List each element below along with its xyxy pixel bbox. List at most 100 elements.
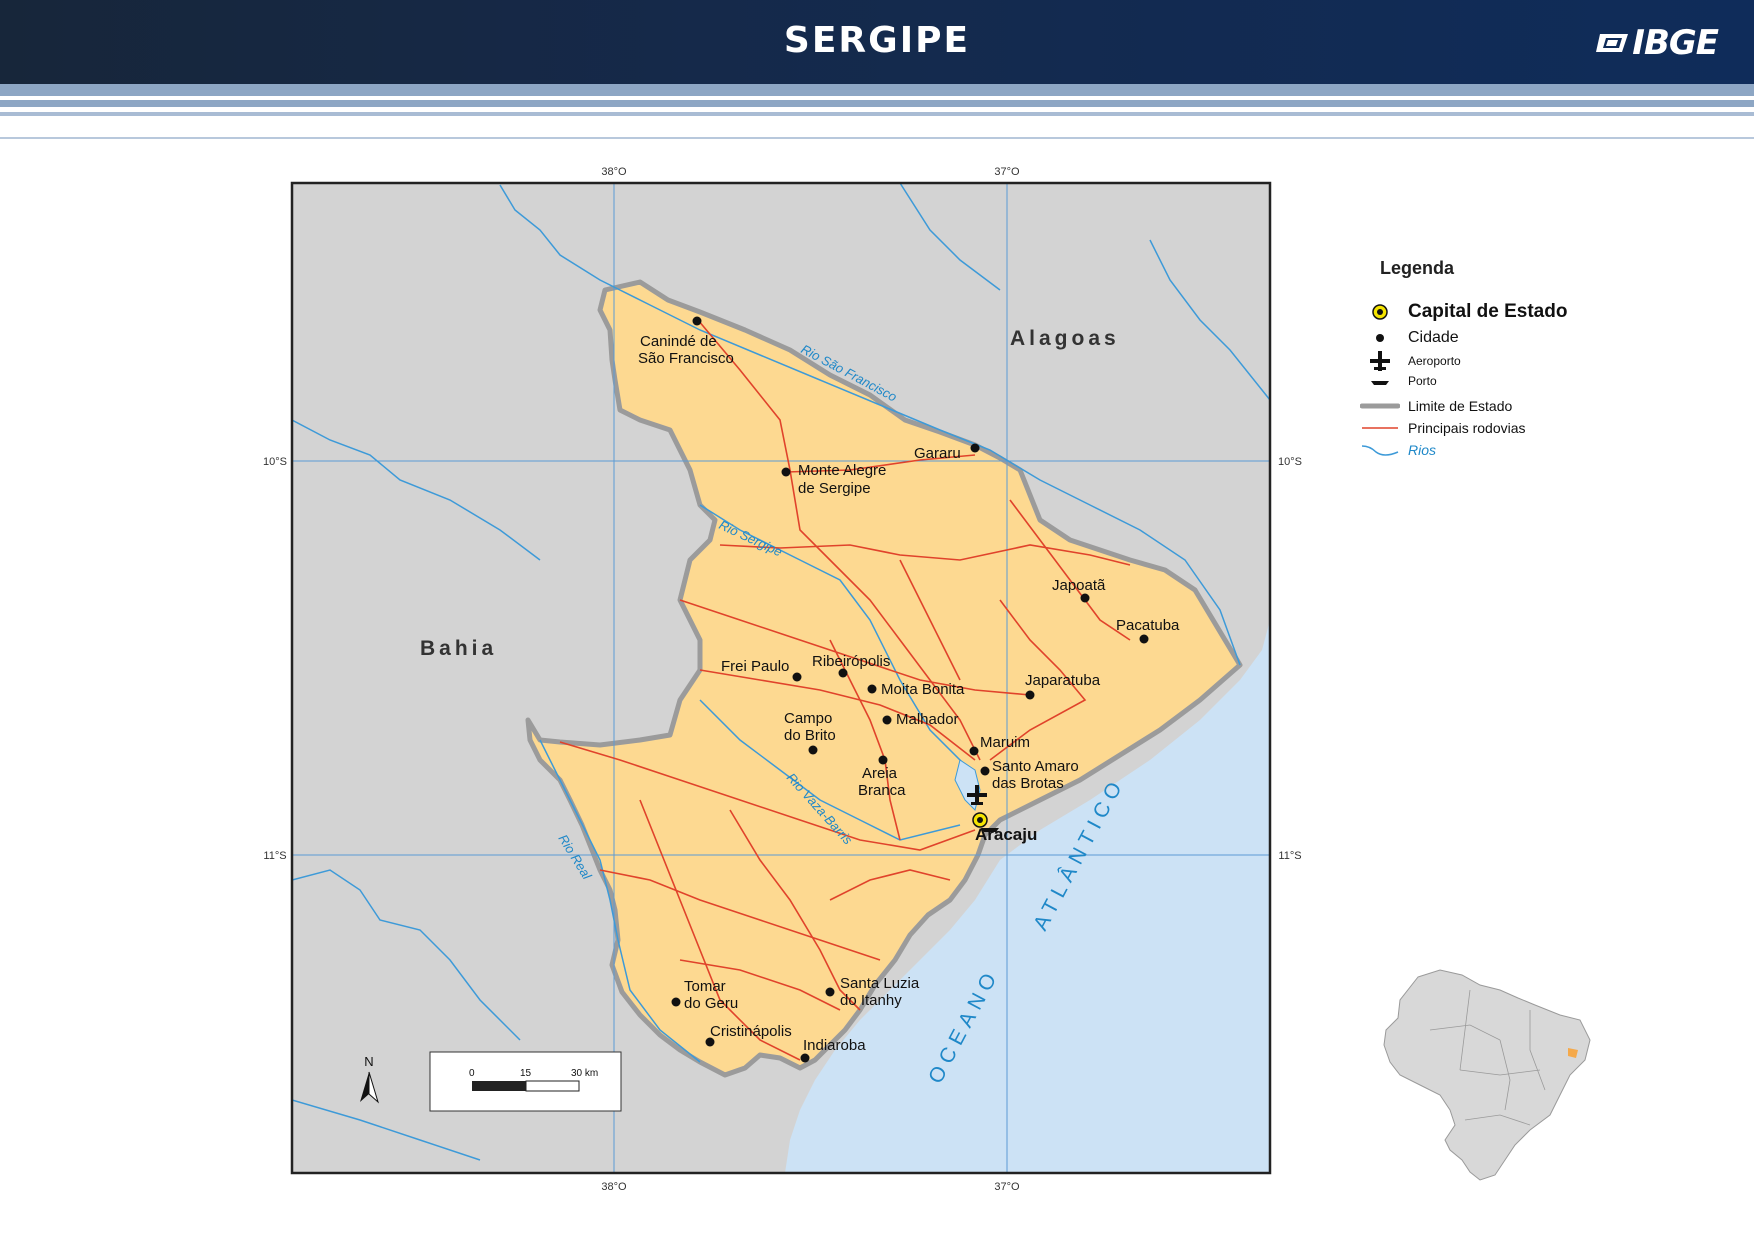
city-markers: Canindé de São Francisco Gararu Monte Al… — [638, 316, 1180, 1063]
ibge-logo: IBGE — [1596, 23, 1719, 63]
ibge-logo-icon — [1596, 34, 1629, 52]
scale-bar-box — [429, 1051, 622, 1112]
airport-icon — [1370, 351, 1390, 371]
legend-item-porto: Porto — [1360, 371, 1437, 391]
legend-label-rios: Rios — [1408, 442, 1437, 458]
legend-label-aeroporto: Aeroporto — [1408, 354, 1461, 368]
city-label-indiaroba: Indiaroba — [803, 1037, 866, 1054]
city-label-areia-branca: Areia — [862, 765, 898, 782]
road-3 — [719, 544, 1131, 566]
map-frame — [290, 181, 1272, 1175]
ibge-logo-text: IBGE — [1632, 23, 1719, 63]
header-stripe-1 — [0, 84, 1754, 96]
city-label-maruim: Maruim — [980, 734, 1030, 751]
legend-item-rodovias: Principais rodovias — [1360, 418, 1526, 438]
legend-item-limite: Limite de Estado — [1359, 396, 1513, 416]
river-bahia-1 — [292, 419, 541, 561]
city-dot-santa-luzia — [825, 987, 835, 997]
city-dot-gararu — [970, 443, 980, 453]
road-network — [559, 319, 1131, 1061]
grid-label-left-11s: 11°S — [263, 850, 286, 862]
legend-label-capital: Capital de Estado — [1408, 301, 1568, 322]
city-dot-monte-alegre — [781, 467, 791, 477]
region-label-alagoas: Alagoas — [1010, 327, 1120, 350]
road-12 — [1009, 499, 1131, 641]
legend-label-rodovias: Principais rodovias — [1408, 420, 1526, 436]
river-network — [292, 183, 1270, 1161]
legend-label-limite: Limite de Estado — [1408, 398, 1513, 414]
page-title: SERGIPE — [783, 20, 971, 61]
scale-tick-15: 15 — [520, 1068, 532, 1079]
river-bahia-3 — [292, 1099, 481, 1161]
grid-label-bottom-38w: 38°O — [601, 1181, 627, 1193]
city-dot-frei-paulo — [792, 672, 802, 682]
city-label-gararu: Gararu — [914, 445, 961, 462]
city-label-malhador: Malhador — [896, 711, 959, 728]
state-boundary-icon — [1359, 403, 1401, 409]
grid-label-left-10s: 10°S — [263, 456, 287, 468]
road-8 — [729, 809, 861, 1011]
grid-label-bottom-37w: 37°O — [994, 1181, 1020, 1193]
legend-item-rios: Rios — [1360, 440, 1436, 460]
river-sao-francisco — [499, 184, 1241, 666]
city-label-monte-alegre-2: de Sergipe — [798, 480, 871, 497]
highway-icon — [1362, 427, 1398, 429]
city-dot-icon — [1376, 334, 1384, 342]
city-dot-moita-bonita — [867, 684, 877, 694]
city-dot-cristinapolis — [705, 1037, 715, 1047]
city-label-ribeiropolis: Ribeirópolis — [812, 653, 890, 670]
road-5 — [699, 669, 976, 761]
road-11 — [899, 559, 961, 681]
city-label-frei-paulo: Frei Paulo — [721, 658, 789, 675]
capital-marker-center — [977, 817, 983, 823]
sergipe-locator-highlight — [1568, 1048, 1578, 1058]
legend-label-porto: Porto — [1408, 374, 1437, 388]
north-arrow-right — [368, 1071, 379, 1104]
city-dot-maruim — [969, 746, 979, 756]
city-label-pacatuba: Pacatuba — [1116, 617, 1180, 634]
city-dot-campo-do-brito — [808, 745, 818, 755]
city-label-japaratuba: Japaratuba — [1025, 672, 1101, 689]
region-label-bahia: Bahia — [420, 637, 497, 660]
city-dot-pacatuba — [1139, 634, 1149, 644]
legend-item-capital: Capital de Estado — [1360, 301, 1568, 322]
grid-label-right-11s: 11°S — [1278, 850, 1301, 862]
city-label-campo-do-brito: Campo — [784, 710, 832, 727]
city-label-caninde: Canindé de — [640, 333, 717, 350]
capital-label-aracaju: Aracaju — [975, 825, 1037, 844]
city-dot-indiaroba — [800, 1053, 810, 1063]
river-real — [539, 739, 701, 1063]
river-bahia-2 — [292, 869, 521, 1041]
city-label-campo-do-brito-2: do Brito — [784, 727, 836, 744]
river-icon — [1361, 445, 1399, 456]
port-icon — [1371, 381, 1389, 385]
road-10 — [829, 869, 951, 901]
scale-bar-segment-2 — [525, 1080, 580, 1092]
city-dot-malhador — [882, 715, 892, 725]
city-dot-santo-amaro — [980, 766, 990, 776]
legend-label-cidade: Cidade — [1408, 329, 1459, 346]
brazil-locator-map — [1383, 969, 1591, 1181]
city-label-areia-branca-2: Branca — [858, 782, 906, 799]
river-sergipe — [699, 504, 971, 771]
header-stripe-3 — [0, 112, 1754, 116]
aracaju-estuary — [954, 759, 981, 811]
road-7 — [639, 799, 801, 1061]
city-label-cristinapolis: Cristinápolis — [710, 1023, 792, 1040]
city-label-monte-alegre: Monte Alegre — [798, 462, 886, 479]
city-label-santa-luzia-2: do Itanhy — [840, 992, 902, 1009]
header-stripe-2 — [0, 100, 1754, 107]
scale-bar-segment-1 — [472, 1081, 526, 1091]
scale-tick-0: 0 — [469, 1068, 475, 1079]
grid-label-right-10s: 10°S — [1278, 456, 1302, 468]
city-dot-caninde — [692, 316, 702, 326]
page-header: SERGIPE IBGE — [0, 0, 1754, 84]
city-label-tomar-do-geru-2: do Geru — [684, 995, 738, 1012]
road-9 — [599, 869, 881, 961]
grid-label-top-37w: 37°O — [994, 166, 1020, 178]
road-15 — [679, 959, 841, 1011]
north-arrow-left — [360, 1072, 369, 1102]
road-6 — [559, 741, 976, 851]
river-alagoas-2 — [899, 183, 1001, 291]
legend-item-cidade: Cidade — [1360, 328, 1459, 348]
